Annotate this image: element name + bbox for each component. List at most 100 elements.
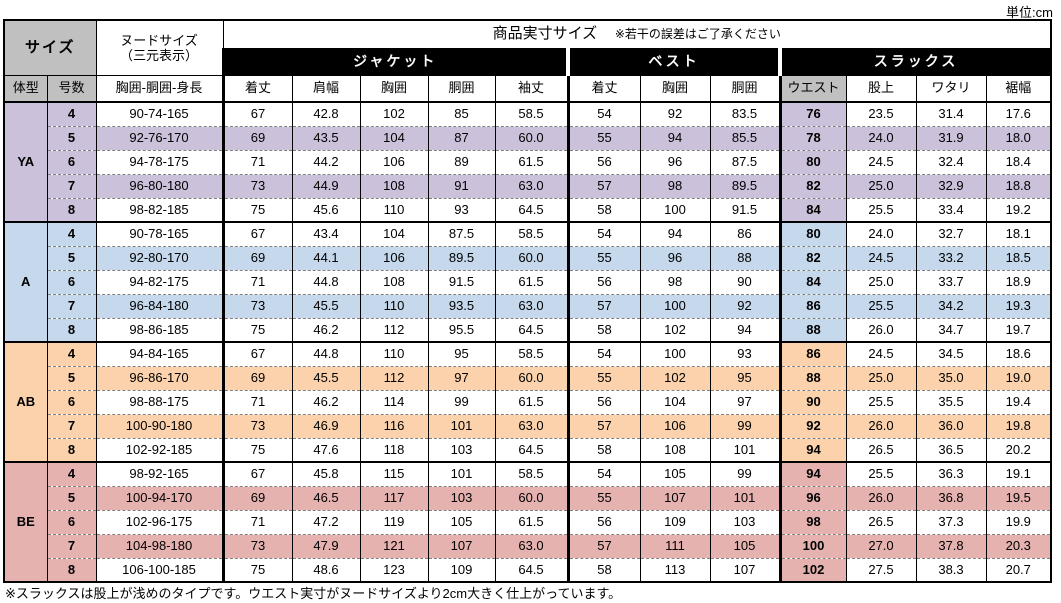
slacks-rise-cell: 26.0 [845, 485, 917, 510]
slacks-hem-cell: 17.6 [985, 101, 1052, 126]
header-row-groups: ジャケット ベスト スラックス [4, 48, 1052, 76]
jacket-waist-cell: 85 [427, 101, 496, 126]
jacket-shoulder-cell: 43.4 [291, 221, 361, 246]
slacks-waist-cell: 92 [778, 413, 847, 438]
size-chart-body: YA 4 90-74-165 67 42.8 102 85 58.5 54 92 83.5 76 23.… [3, 101, 1052, 582]
table-row: 7 100-90-180 73 46.9 116 101 63.0 57 106 99 92 26.0… [4, 413, 1052, 438]
jacket-length-cell: 67 [221, 461, 293, 486]
slacks-hem-cell: 18.4 [985, 149, 1052, 174]
jacket-chest-cell: 115 [359, 461, 429, 486]
body-type-cell: YA [3, 101, 48, 222]
jacket-chest-cell: 121 [359, 533, 429, 558]
size-number-header: 号数 [46, 75, 97, 103]
jacket-sleeve-cell: 60.0 [494, 245, 569, 270]
jacket-shoulder-cell: 46.2 [291, 317, 361, 342]
slacks-rise-cell: 25.0 [845, 173, 917, 198]
jacket-sleeve-cell: 63.0 [494, 533, 569, 558]
vest-waist-cell: 90 [709, 269, 781, 294]
slacks-thigh-cell: 36.3 [915, 461, 987, 486]
nude-size-cell: 96-80-180 [95, 173, 224, 198]
jacket-waist-header: 胴囲 [427, 75, 496, 103]
nude-size-cell: 92-80-170 [95, 245, 224, 270]
size-number-cell: 6 [46, 389, 97, 414]
size-number-cell: 8 [46, 317, 97, 342]
table-row: AB 4 94-84-165 67 44.8 110 95 58.5 54 100 93 86 24.5… [3, 341, 1052, 462]
size-number-cell: 6 [46, 269, 97, 294]
body-type-cell: A [3, 221, 48, 342]
vest-length-cell: 54 [566, 221, 641, 246]
nude-size-cell: 94-78-175 [95, 149, 224, 174]
jacket-length-cell: 67 [221, 221, 293, 246]
vest-length-cell: 54 [566, 341, 641, 366]
nude-size-cell: 100-94-170 [95, 485, 224, 510]
slacks-rise-cell: 25.0 [845, 365, 917, 390]
jacket-waist-cell: 93.5 [427, 293, 496, 318]
jacket-waist-cell: 105 [427, 509, 496, 534]
vest-chest-cell: 100 [639, 341, 711, 366]
slacks-hem-cell: 19.5 [985, 485, 1052, 510]
table-row: YA 4 90-74-165 67 42.8 102 85 58.5 54 92 83.5 76 23.… [3, 101, 1052, 222]
vest-chest-cell: 100 [639, 293, 711, 318]
vest-chest-header: 胸囲 [639, 75, 711, 103]
jacket-chest-cell: 117 [359, 485, 429, 510]
vest-waist-cell: 95 [709, 365, 781, 390]
table-row: BE 4 98-92-165 67 45.8 115 101 58.5 54 105 99 94 25.… [3, 461, 1052, 582]
size-number-cell: 7 [46, 293, 97, 318]
jacket-chest-cell: 108 [359, 173, 429, 198]
slacks-hem-cell: 18.1 [985, 221, 1052, 246]
jacket-chest-cell: 112 [359, 317, 429, 342]
jacket-chest-cell: 106 [359, 245, 429, 270]
jacket-shoulder-cell: 44.8 [291, 341, 361, 366]
vest-chest-cell: 92 [639, 101, 711, 126]
vest-length-cell: 58 [566, 317, 641, 342]
slacks-rise-cell: 24.0 [845, 125, 917, 150]
jacket-length-cell: 69 [221, 125, 293, 150]
jacket-chest-cell: 119 [359, 509, 429, 534]
nude-size-line1: ヌードサイズ [120, 33, 198, 48]
jacket-length-cell: 69 [221, 365, 293, 390]
table-row: 8 106-100-185 75 48.6 123 109 64.5 58 113 107 102 2… [4, 557, 1052, 582]
slacks-hem-cell: 19.4 [985, 389, 1052, 414]
table-row: 8 102-92-185 75 47.6 118 103 64.5 58 108 101 94 26.… [4, 437, 1052, 462]
vest-waist-cell: 107 [709, 557, 781, 582]
jacket-waist-cell: 101 [427, 461, 496, 486]
jacket-shoulder-cell: 46.9 [291, 413, 361, 438]
size-number-cell: 5 [46, 125, 97, 150]
vest-length-cell: 54 [566, 101, 641, 126]
jacket-chest-cell: 104 [359, 125, 429, 150]
slacks-rise-cell: 26.0 [845, 413, 917, 438]
vest-length-cell: 56 [566, 509, 641, 534]
table-row: 5 92-80-170 69 44.1 106 89.5 60.0 55 96 88 82 24.5 3… [4, 245, 1052, 270]
table-row: 7 96-80-180 73 44.9 108 91 63.0 57 98 89.5 82 25.0 3… [4, 173, 1052, 198]
jacket-length-cell: 73 [221, 173, 293, 198]
table-row: 7 96-84-180 73 45.5 110 93.5 63.0 57 100 92 86 25.5… [4, 293, 1052, 318]
jacket-chest-cell: 123 [359, 557, 429, 582]
jacket-shoulder-cell: 45.8 [291, 461, 361, 486]
slacks-hem-cell: 19.2 [985, 197, 1052, 222]
vest-length-cell: 58 [566, 197, 641, 222]
jacket-waist-cell: 107 [427, 533, 496, 558]
vest-length-cell: 55 [566, 125, 641, 150]
vest-length-cell: 55 [566, 245, 641, 270]
vest-waist-cell: 101 [709, 437, 781, 462]
slacks-rise-cell: 24.5 [845, 149, 917, 174]
slacks-rise-cell: 24.0 [845, 221, 917, 246]
vest-waist-cell: 85.5 [709, 125, 781, 150]
vest-waist-cell: 94 [709, 317, 781, 342]
vest-waist-cell: 99 [709, 461, 781, 486]
slacks-thigh-cell: 32.7 [915, 221, 987, 246]
slacks-rise-cell: 26.0 [845, 317, 917, 342]
vest-waist-cell: 91.5 [709, 197, 781, 222]
jacket-length-cell: 73 [221, 413, 293, 438]
jacket-shoulder-cell: 44.1 [291, 245, 361, 270]
vest-length-cell: 56 [566, 149, 641, 174]
slacks-group-header: スラックス [778, 48, 1052, 76]
slacks-thigh-cell: 38.3 [915, 557, 987, 582]
jacket-waist-cell: 91.5 [427, 269, 496, 294]
size-header: サイズ [3, 19, 97, 76]
slacks-rise-cell: 27.0 [845, 533, 917, 558]
jacket-sleeve-cell: 64.5 [494, 437, 569, 462]
jacket-chest-cell: 108 [359, 269, 429, 294]
slacks-rise-cell: 25.0 [845, 269, 917, 294]
vest-waist-cell: 103 [709, 509, 781, 534]
